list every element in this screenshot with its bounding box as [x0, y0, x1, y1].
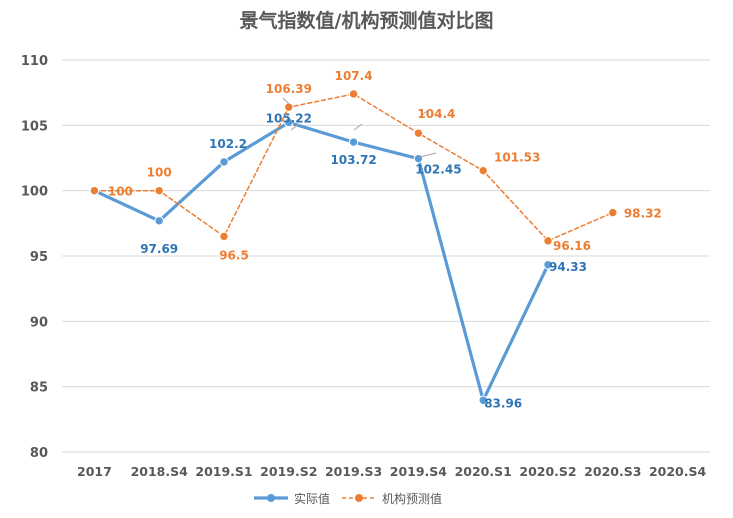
series-line-2: [93, 93, 614, 242]
x-tick-label: 2017: [77, 464, 112, 479]
chart-title: 景气指数值/机构预测值对比图: [239, 10, 494, 32]
x-tick-label: 2018.S4: [131, 464, 189, 479]
data-point: [154, 185, 164, 196]
label-leader-line: [282, 97, 290, 105]
label-leader-line: [290, 123, 300, 131]
data-label: 96.16: [553, 239, 591, 253]
data-label: 105.22: [266, 111, 312, 125]
data-label: 104.4: [417, 107, 455, 121]
data-point: [219, 157, 229, 167]
label-leader-line: [419, 152, 437, 158]
data-label: 100: [147, 166, 172, 180]
label-leader-line: [353, 123, 363, 131]
data-point: [219, 231, 229, 242]
x-tick-label: 2019.S4: [390, 464, 448, 479]
x-tick-label: 2019.S1: [195, 464, 252, 479]
data-label: 83.96: [484, 396, 522, 410]
data-label: 102.45: [415, 163, 461, 177]
legend-label: 实际值: [294, 491, 330, 506]
data-point: [284, 117, 294, 128]
series-line-1: [92, 120, 550, 402]
x-tick-label: 2020.S4: [649, 464, 707, 479]
data-label: 107.4: [335, 69, 373, 83]
legend-label: 机构预测值: [382, 491, 442, 506]
y-tick-label: 100: [21, 185, 48, 200]
legend-swatch-marker: [267, 494, 275, 502]
label-leader-line: [419, 110, 428, 118]
data-point: [284, 102, 294, 112]
data-point: [413, 128, 424, 138]
y-tick-label: 90: [30, 315, 48, 330]
data-label: 94.33: [549, 260, 587, 274]
x-tick-label: 2020.S3: [584, 464, 641, 479]
data-point: [478, 395, 488, 405]
legend-swatch-marker: [355, 494, 363, 502]
data-point: [608, 207, 618, 218]
data-point: [89, 185, 100, 196]
y-tick-label: 110: [21, 54, 48, 69]
data-label: 102.2: [209, 137, 247, 151]
data-point: [543, 260, 553, 270]
x-tick-label: 2019.S2: [260, 464, 317, 479]
data-label: 100: [108, 185, 133, 199]
data-label: 96.5: [219, 248, 249, 262]
data-label: 97.69: [140, 242, 178, 256]
data-point: [154, 216, 164, 226]
data-point: [348, 89, 359, 99]
y-tick-label: 105: [21, 119, 48, 134]
data-point: [478, 165, 488, 176]
data-label: 101.53: [494, 151, 540, 165]
data-label: 103.72: [330, 153, 376, 167]
y-tick-label: 80: [30, 446, 48, 461]
x-tick-label: 2020.S1: [455, 464, 512, 479]
data-point: [413, 153, 424, 164]
x-tick-label: 2020.S2: [519, 464, 576, 479]
data-point: [348, 137, 359, 147]
data-label: 98.32: [624, 207, 662, 221]
x-tick-label: 2019.S3: [325, 464, 382, 479]
y-tick-label: 95: [30, 250, 48, 265]
y-tick-label: 85: [30, 381, 48, 396]
data-point: [543, 236, 553, 246]
data-label: 106.39: [266, 82, 312, 96]
